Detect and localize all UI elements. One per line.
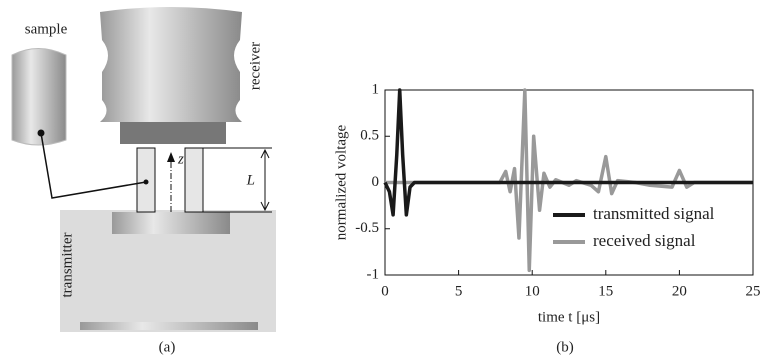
x-axis-label: time t [μs] <box>538 309 600 325</box>
arrow <box>167 152 175 162</box>
x-tick-label: 10 <box>525 283 540 299</box>
label: receiver <box>247 42 263 90</box>
label: z <box>177 151 184 167</box>
label: sample <box>25 21 68 37</box>
transmitter-base <box>80 322 258 330</box>
y-tick-label: 0 <box>372 174 380 190</box>
x-tick-label: 15 <box>598 283 613 299</box>
y-tick-label: -0.5 <box>355 220 379 236</box>
transmitter-collar <box>112 212 230 234</box>
x-tick-label: 0 <box>381 283 389 299</box>
line <box>385 90 753 215</box>
caption: (a) <box>159 339 176 355</box>
panel-b: 0 5 10 15 20 25 -1 -0.5 0 0.5 1 time t [μs] normaliz… <box>333 81 760 355</box>
x-tick-label: 5 <box>455 283 463 299</box>
panel-a: sample receiver transmitter z L (a) <box>12 7 276 355</box>
label: L <box>246 172 255 188</box>
figure: sample receiver transmitter z L (a) 0510… <box>0 0 761 359</box>
x-tick-label: 20 <box>672 283 687 299</box>
y-tick-label: -1 <box>367 266 380 282</box>
label: transmitter <box>59 233 75 298</box>
caption: (b) <box>556 339 574 355</box>
legend-label: transmitted signal <box>593 204 715 223</box>
receiver-base <box>120 122 226 144</box>
legend-label: received signal <box>593 231 696 250</box>
receiver-body <box>100 7 242 122</box>
x-tick-label: 25 <box>746 283 761 299</box>
sample-wall <box>185 148 203 212</box>
y-axis-label: normalized voltage <box>333 124 349 240</box>
y-tick-label: 1 <box>372 81 380 97</box>
y-tick-label: 0.5 <box>360 128 379 144</box>
